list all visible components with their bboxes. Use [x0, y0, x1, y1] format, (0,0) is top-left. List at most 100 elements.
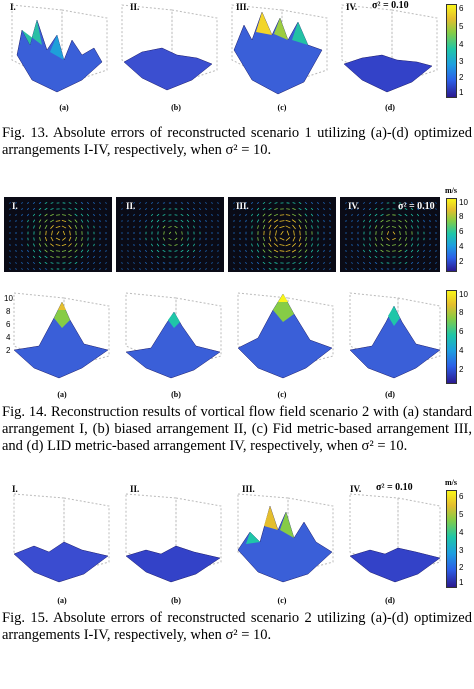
vector-arrow	[156, 249, 160, 253]
vector-arrow	[50, 225, 54, 229]
vector-arrow	[357, 207, 359, 211]
vector-arrow	[279, 220, 285, 222]
vector-arrow	[55, 220, 61, 222]
vector-arrow	[68, 243, 72, 247]
vector-arrow	[357, 262, 359, 264]
vector-arrow	[50, 249, 54, 253]
vector-arrow	[205, 208, 207, 210]
vector-arrow	[329, 214, 331, 216]
vector-arrow	[410, 243, 414, 247]
vector-arrow	[273, 243, 279, 247]
vector-arrow	[233, 256, 235, 258]
vector-arrow	[151, 225, 153, 229]
vector-arrow	[245, 255, 247, 259]
vector-arrow	[139, 249, 141, 253]
vector-arrow	[80, 249, 84, 253]
vector-arrow	[93, 202, 95, 204]
fig13-label-b: II.	[130, 2, 140, 12]
vector-arrow	[304, 261, 308, 265]
vector-arrow	[38, 219, 42, 223]
vector-arrow	[61, 243, 67, 247]
vector-arrow	[268, 236, 272, 242]
vector-arrow	[74, 268, 78, 270]
vector-arrow	[345, 214, 347, 216]
vector-arrow	[133, 214, 135, 216]
vector-arrow	[199, 249, 201, 253]
fig14-peak-c	[237, 292, 334, 379]
vector-arrow	[44, 236, 48, 242]
vector-arrow	[199, 262, 201, 264]
vector-arrow	[285, 250, 291, 252]
vector-arrow	[133, 202, 135, 204]
vector-arrow	[186, 208, 190, 210]
vector-arrow	[245, 243, 247, 247]
vector-arrow	[9, 268, 11, 270]
vector-arrow	[386, 225, 390, 229]
vector-arrow	[105, 268, 107, 270]
vector-arrow	[351, 268, 353, 270]
fig13-colorbar	[446, 4, 457, 98]
vector-arrow	[399, 230, 401, 236]
vector-arrow	[38, 213, 42, 217]
vector-arrow	[345, 250, 347, 252]
vector-arrow	[86, 268, 90, 270]
vector-arrow	[317, 261, 319, 265]
vector-arrow	[175, 231, 177, 235]
fig13-cbar-tick: 3	[459, 57, 464, 66]
vector-arrow	[156, 213, 160, 217]
fig14-ztick: 6	[6, 320, 11, 329]
vector-arrow	[93, 207, 95, 211]
vector-arrow	[374, 219, 378, 223]
vector-arrow	[61, 250, 67, 252]
fig15-sigma: σ² = 0.10	[376, 482, 413, 493]
fig14-cbar-top-tick: 6	[459, 227, 464, 236]
fig14-ztick: 8	[6, 307, 11, 316]
vector-arrow	[251, 243, 253, 247]
vector-arrow	[429, 256, 431, 258]
vector-arrow	[150, 255, 154, 259]
vector-arrow	[345, 262, 347, 264]
vector-arrow	[310, 255, 314, 259]
vector-arrow	[50, 236, 54, 242]
vector-arrow	[127, 262, 129, 264]
vector-arrow	[251, 202, 253, 204]
vector-arrow	[285, 225, 291, 229]
vector-arrow	[363, 213, 365, 217]
vector-arrow	[368, 255, 372, 259]
vector-arrow	[174, 250, 178, 252]
vector-arrow	[380, 243, 384, 247]
vector-arrow	[186, 213, 190, 217]
vector-arrow	[380, 208, 384, 210]
vector-arrow	[62, 214, 66, 216]
vector-arrow	[251, 268, 253, 270]
vector-arrow	[86, 255, 90, 259]
vector-arrow	[180, 262, 184, 264]
vector-arrow	[329, 268, 331, 270]
vector-arrow	[233, 208, 235, 210]
fig14-cbar-top-tick: 10	[459, 198, 468, 207]
vector-arrow	[239, 256, 241, 258]
vector-arrow	[105, 256, 107, 258]
vector-arrow	[268, 261, 272, 265]
vector-arrow	[292, 268, 296, 270]
vector-arrow	[380, 219, 384, 223]
fig14-ztick: 2	[6, 346, 11, 355]
vector-arrow	[398, 208, 402, 210]
vector-arrow	[435, 256, 437, 258]
vector-arrow	[416, 213, 420, 217]
vector-arrow	[410, 213, 414, 217]
vector-arrow	[263, 236, 265, 242]
vector-arrow	[50, 256, 54, 258]
vector-arrow	[386, 250, 390, 252]
vector-arrow	[262, 201, 266, 205]
vector-arrow	[239, 219, 241, 223]
vector-arrow	[68, 249, 72, 253]
vector-arrow	[174, 214, 178, 216]
vector-arrow	[304, 201, 308, 205]
vector-arrow	[392, 231, 396, 235]
fig13-sub-b: (b)	[171, 103, 181, 112]
vector-arrow	[145, 213, 147, 217]
vector-arrow	[55, 225, 61, 229]
vector-arrow	[351, 219, 353, 223]
vector-arrow	[133, 208, 135, 210]
